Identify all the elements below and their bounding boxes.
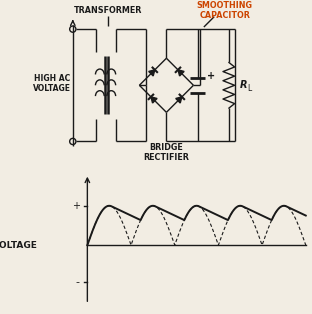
Text: -: - <box>76 277 80 287</box>
Text: +: + <box>207 71 215 81</box>
Text: L: L <box>247 84 251 93</box>
Text: HIGH AC
VOLTAGE: HIGH AC VOLTAGE <box>33 73 71 93</box>
Polygon shape <box>151 97 157 103</box>
Text: R: R <box>240 80 248 90</box>
Polygon shape <box>149 70 155 76</box>
Polygon shape <box>178 70 184 76</box>
Text: TRANSFORMER: TRANSFORMER <box>74 6 142 15</box>
Text: BRIDGE
RECTIFIER: BRIDGE RECTIFIER <box>144 143 189 162</box>
Polygon shape <box>176 97 182 103</box>
Text: VOLTAGE: VOLTAGE <box>0 241 38 250</box>
Text: +: + <box>71 201 80 211</box>
Text: SMOOTHING
CAPACITOR: SMOOTHING CAPACITOR <box>197 1 253 20</box>
